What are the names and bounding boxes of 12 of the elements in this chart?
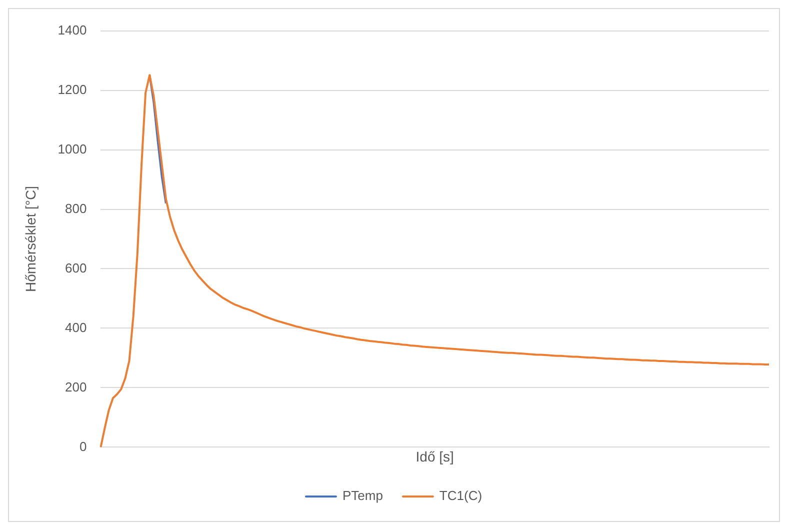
y-tick-label: 1200 xyxy=(58,82,87,97)
y-tick-label: 1400 xyxy=(58,22,87,38)
y-tick-label: 1000 xyxy=(58,141,87,156)
y-tick-label: 0 xyxy=(79,438,87,454)
y-axis-title: Hőmérséklet [°C] xyxy=(22,186,38,292)
y-tick-label: 800 xyxy=(65,200,87,216)
legend-label: PTemp xyxy=(342,488,383,504)
legend-label: TC1(C) xyxy=(439,488,482,504)
y-tick-label: 600 xyxy=(65,260,87,276)
x-axis-title: Idő [s] xyxy=(416,448,454,464)
y-tick-label: 400 xyxy=(65,320,87,335)
y-tick-label: 200 xyxy=(65,379,87,394)
